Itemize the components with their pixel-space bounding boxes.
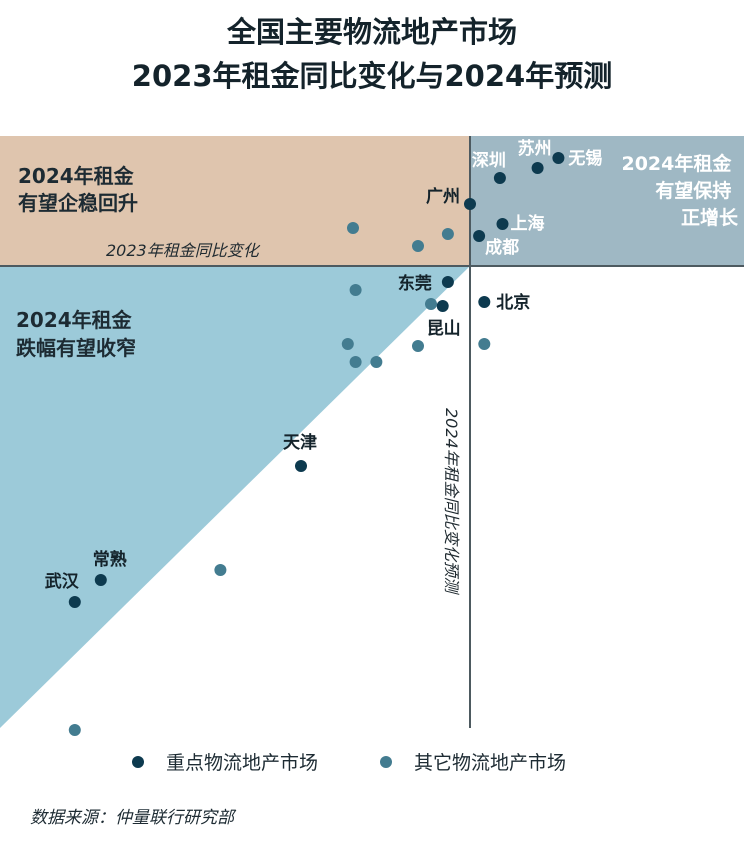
point-label: 无锡 xyxy=(567,148,602,169)
legend-swatch-key xyxy=(132,755,144,768)
point-label: 东莞 xyxy=(398,273,432,294)
other-market-point xyxy=(214,564,227,576)
key-market-point xyxy=(531,162,544,174)
key-market-point xyxy=(295,460,307,472)
label-top-right: 2024年租金 有望保持 正增长 xyxy=(621,152,739,229)
other-market-point xyxy=(478,338,491,350)
key-market-point xyxy=(68,596,81,608)
y-axis-title: 2024年租金同比变化预测 xyxy=(442,408,461,596)
point-label: 上海 xyxy=(511,213,545,234)
point-label: 成都 xyxy=(485,237,519,258)
other-market-point xyxy=(68,724,81,736)
legend-item-key-markets: 重点物流地产市场 xyxy=(132,748,318,775)
title-line-1: 全国主要物流地产市场 xyxy=(226,15,517,49)
other-market-point xyxy=(349,284,362,296)
label-top-left: 2024年租金 有望企稳回升 xyxy=(18,164,141,215)
other-market-point xyxy=(341,338,354,350)
quadrant-top-left xyxy=(0,136,470,266)
quadrant-lower-left xyxy=(0,266,470,728)
other-market-point xyxy=(349,356,362,368)
source-note: 数据来源：仲量联行研究部 xyxy=(30,808,234,828)
legend: 重点物流地产市场 其它物流地产市场 xyxy=(132,748,628,775)
other-market-point xyxy=(412,340,424,352)
key-market-point xyxy=(478,296,491,308)
point-label: 深圳 xyxy=(472,150,506,171)
point-label: 苏州 xyxy=(518,138,552,159)
key-market-point xyxy=(552,152,565,164)
chart-title: 全国主要物流地产市场 2023年租金同比变化与2024年预测 xyxy=(0,10,744,98)
point-label: 北京 xyxy=(496,292,530,313)
legend-item-other-markets: 其它物流地产市场 xyxy=(380,748,566,775)
point-label: 天津 xyxy=(283,432,317,453)
key-market-point xyxy=(493,172,506,184)
point-label: 广州 xyxy=(426,186,460,207)
point-label: 常熟 xyxy=(93,549,127,570)
x-axis-title: 2023年租金同比变化 xyxy=(106,241,261,260)
quadrant-top-right xyxy=(470,136,744,266)
key-market-point xyxy=(464,198,476,210)
other-market-point xyxy=(347,222,359,234)
point-label: 昆山 xyxy=(427,319,461,339)
other-market-point xyxy=(425,298,437,310)
other-market-point xyxy=(370,356,383,368)
other-market-point xyxy=(412,240,424,252)
label-lower-left: 2024年租金 跌幅有望收窄 xyxy=(16,308,139,360)
legend-label-key: 重点物流地产市场 xyxy=(166,752,319,774)
point-label: 武汉 xyxy=(45,571,80,592)
key-market-point xyxy=(473,230,486,242)
key-market-point xyxy=(496,218,509,230)
legend-swatch-other xyxy=(380,755,393,768)
key-market-point xyxy=(436,300,449,312)
legend-label-other: 其它物流地产市场 xyxy=(414,752,567,774)
key-market-point xyxy=(94,574,107,586)
title-line-2: 2023年租金同比变化与2024年预测 xyxy=(131,59,613,93)
other-market-point xyxy=(441,228,454,240)
key-market-point xyxy=(441,276,454,288)
